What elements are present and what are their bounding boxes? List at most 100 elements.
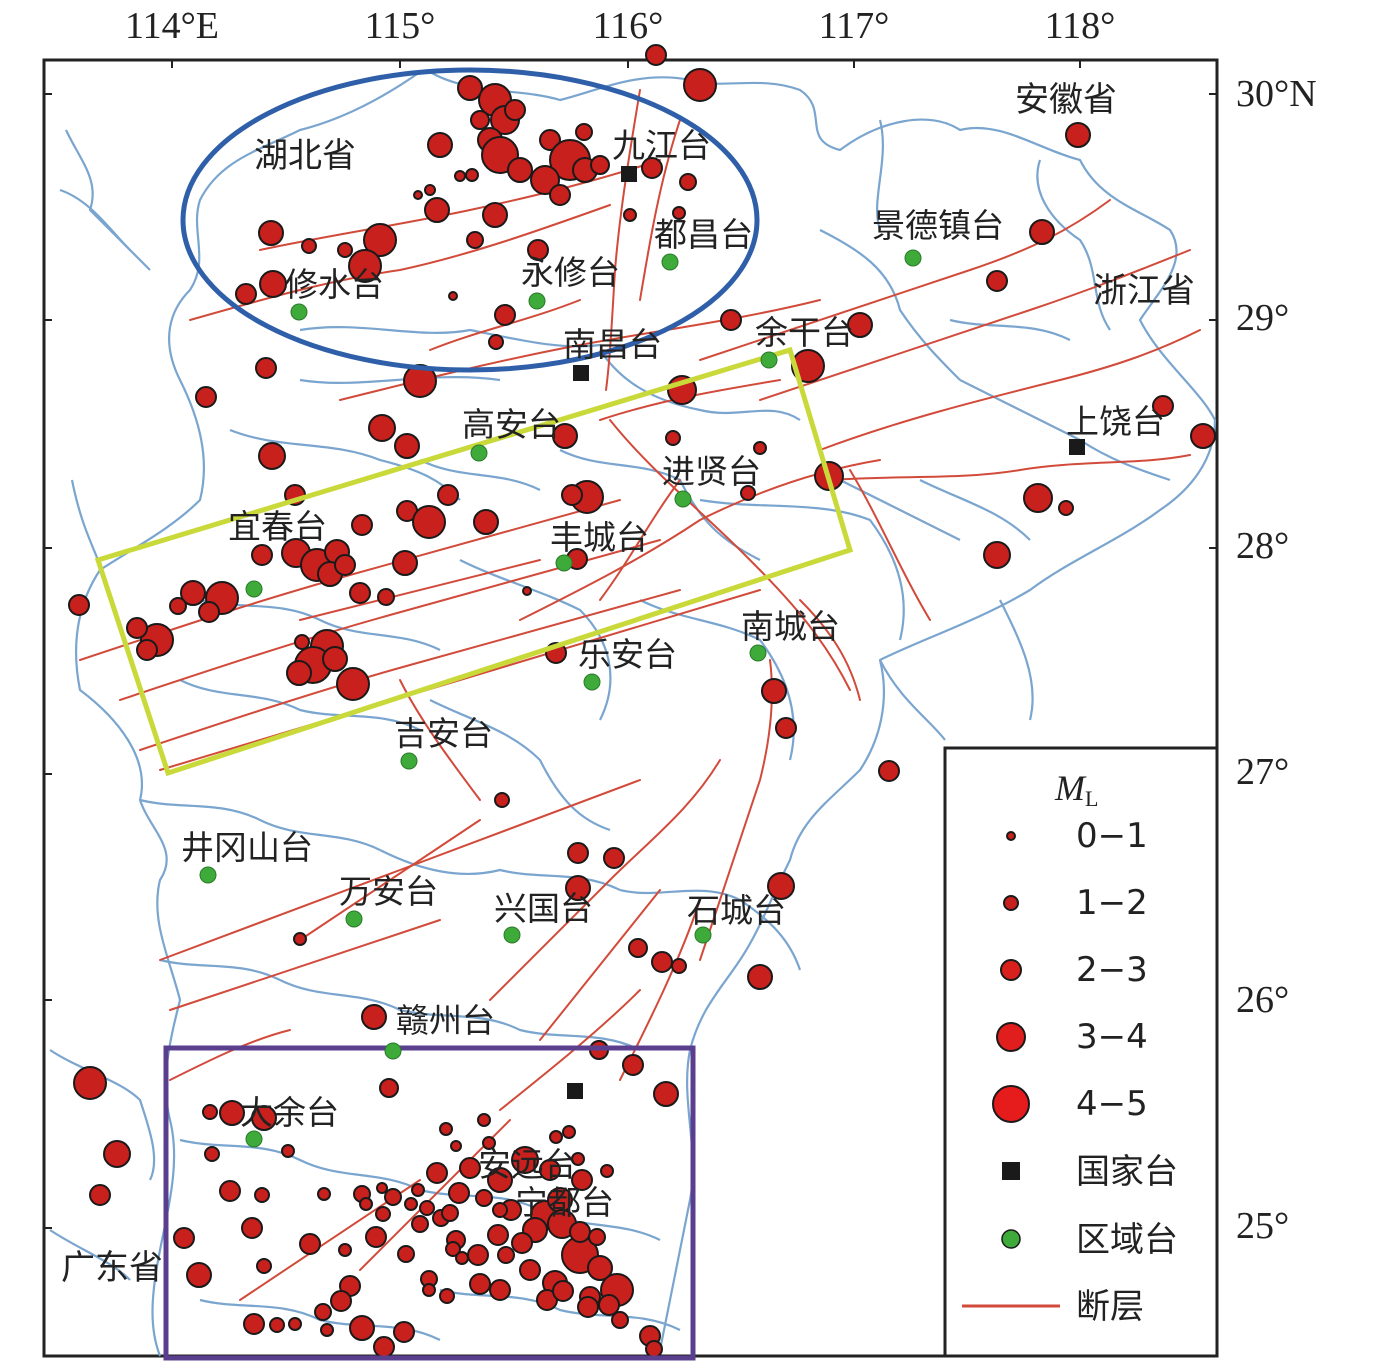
regional-station-marker	[503, 926, 521, 944]
regional-station-marker	[528, 292, 546, 310]
earthquake-event	[492, 1202, 508, 1218]
earthquake-event	[469, 1273, 491, 1295]
earthquake-event	[562, 1125, 576, 1139]
regional-station-marker	[583, 673, 601, 691]
lat-label-30: 30°N	[1236, 73, 1317, 115]
earthquake-event	[394, 433, 420, 459]
earthquake-event	[539, 129, 561, 151]
earthquake-event	[753, 441, 767, 455]
earthquake-event	[569, 1221, 591, 1243]
earthquake-event	[522, 586, 532, 596]
legend-label-fault: 断层	[1076, 1287, 1144, 1327]
boundary-line	[399, 1008, 641, 1051]
earthquake-event	[552, 423, 578, 449]
earthquake-event	[1190, 423, 1216, 449]
earthquake-event	[365, 1226, 387, 1248]
lat-label-26: 26°	[1236, 979, 1289, 1021]
station-label-jinxian: 进贤台	[662, 452, 761, 491]
fault-line	[849, 469, 931, 621]
earthquake-event	[379, 1078, 399, 1098]
earthquake-event	[622, 1054, 644, 1076]
earthquake-event	[89, 1184, 111, 1206]
station-label-yongxiu: 永修台	[521, 253, 620, 292]
earthquake-event	[775, 717, 797, 739]
earthquake-event	[565, 875, 591, 901]
earthquake-event	[519, 1259, 541, 1281]
earthquake-event	[450, 1140, 462, 1152]
earthquake-event	[530, 165, 560, 195]
earthquake-event	[419, 1200, 435, 1216]
station-label-ganzhou: 赣州台	[396, 1001, 495, 1040]
earthquake-event	[103, 1140, 131, 1168]
earthquake-event	[169, 597, 187, 615]
lat-label-27: 27°	[1236, 751, 1289, 793]
earthquake-event	[368, 414, 396, 442]
earthquake-event	[195, 386, 217, 408]
station-label-jiujiang: 九江台	[612, 126, 711, 165]
earthquake-event	[320, 1323, 334, 1337]
earthquake-event	[549, 184, 571, 206]
earthquake-event	[243, 1313, 265, 1335]
boundary-line	[839, 479, 961, 541]
earthquake-event	[219, 1100, 245, 1126]
boundary-line	[699, 498, 905, 641]
lat-label-25: 25°	[1236, 1205, 1289, 1247]
earthquake-event	[259, 270, 287, 298]
legend-label-2-3: 2−3	[1076, 950, 1148, 990]
earthquake-event	[439, 1288, 455, 1304]
regional-station-marker	[904, 249, 922, 267]
earthquake-event	[482, 202, 508, 228]
earthquake-event	[411, 1183, 425, 1197]
boundary-line	[49, 1049, 156, 1181]
earthquake-event	[439, 1122, 453, 1136]
earthquake-event	[552, 1280, 574, 1302]
boundary-line	[65, 129, 151, 271]
fault-line	[489, 759, 721, 1001]
station-label-gaoan: 高安台	[462, 405, 561, 444]
earthquake-event	[288, 1317, 302, 1331]
earthquake-event	[301, 238, 317, 254]
earthquake-event	[983, 541, 1011, 569]
boundary-line	[70, 479, 100, 561]
regional-station-marker	[674, 490, 692, 508]
earthquake-event	[507, 157, 533, 183]
earthquake-event	[422, 1283, 436, 1297]
fault-line	[539, 889, 661, 1041]
boundary-line	[459, 559, 612, 721]
earthquake-event	[404, 1197, 418, 1211]
earthquake-event	[577, 1296, 599, 1318]
legend-symbol-0-1	[1006, 831, 1016, 841]
lat-label-28: 28°	[1236, 525, 1289, 567]
legend-symbol-1-2	[1003, 895, 1019, 911]
earthquake-event	[465, 168, 479, 182]
earthquake-event	[427, 132, 453, 158]
legend-title: ML	[1054, 768, 1098, 811]
lon-label-117: 117°	[819, 5, 890, 47]
earthquake-event	[317, 1187, 331, 1201]
earthquake-event	[412, 505, 446, 539]
earthquake-event	[653, 1081, 679, 1107]
boundary-line	[876, 119, 884, 231]
earthquake-event	[1065, 122, 1091, 148]
earthquake-event	[575, 123, 593, 141]
earthquake-event	[241, 1217, 263, 1239]
earthquake-event	[251, 1105, 277, 1131]
legend-symbol-2-3	[1000, 959, 1022, 981]
legend-box	[943, 746, 1219, 1358]
legend: ML 0−1 1−2 2−3 3−4 4−5 国家台 区域台 断层	[943, 746, 1219, 1358]
province-labels: 安徽省 湖北省 浙江省 广东省	[61, 80, 1195, 1288]
central-seismic-belt-box	[94, 346, 854, 777]
earthquake-event	[361, 1004, 387, 1030]
earthquake-event	[645, 44, 667, 66]
earthquake-events	[68, 44, 1216, 1358]
earthquake-event	[375, 1206, 391, 1222]
earthquake-event	[269, 1317, 285, 1333]
fault-line	[299, 819, 481, 941]
earthquake-event	[338, 1243, 352, 1257]
earthquake-event	[454, 170, 466, 182]
earthquake-event	[651, 951, 673, 973]
earthquake-event	[403, 364, 437, 398]
latitude-labels: 30°N 29° 28° 27° 26° 25°	[1236, 73, 1317, 1247]
station-label-jian: 吉安台	[394, 714, 493, 753]
earthquake-event	[847, 312, 873, 338]
